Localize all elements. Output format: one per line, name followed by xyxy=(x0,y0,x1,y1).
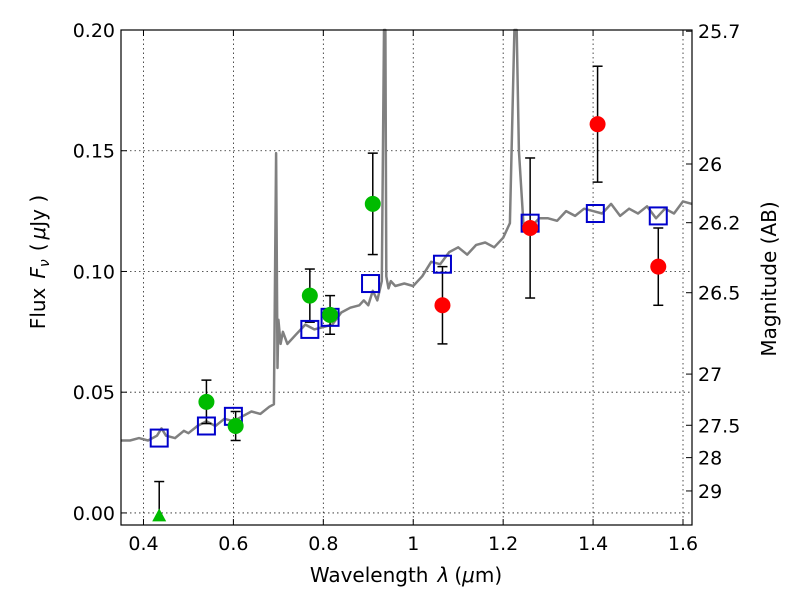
tick-labels: 0.4 0.6 0.8 1 1.2 1.4 1.6 0.00 0.05 0.10 0.15 0.20 2… xyxy=(73,20,741,555)
y-tick-label: 0.05 xyxy=(73,382,115,404)
x-axis-unit-rest: m) xyxy=(475,563,502,587)
y-axis-unit-open: ( xyxy=(26,243,50,251)
x-axis-symbol: λ xyxy=(436,563,449,587)
model-photometry-point xyxy=(361,274,381,294)
model-spectrum xyxy=(121,28,693,442)
y-tick-label: 0.20 xyxy=(73,20,115,42)
y2-tick-label: 28 xyxy=(698,448,722,470)
x-tick-label: 1.4 xyxy=(578,533,608,555)
optical-data-point xyxy=(322,306,339,323)
model-photometry-point xyxy=(196,416,216,436)
x-axis-title: Wavelength λ (μm) xyxy=(310,563,502,587)
error-bars xyxy=(154,65,664,516)
nir-data-point xyxy=(650,258,667,275)
x-tick-label: 0.8 xyxy=(308,533,338,555)
y-axis-unit-mu: μ xyxy=(26,227,50,241)
optical-data-point xyxy=(301,287,318,304)
y2-tick-label: 26.2 xyxy=(698,213,740,235)
y-axis-symbol: F xyxy=(26,267,50,279)
optical-data-point xyxy=(227,418,244,434)
model-photometry-point xyxy=(300,319,320,339)
y2-tick-label: 27 xyxy=(698,364,722,386)
x-tick-label: 1 xyxy=(407,533,419,555)
x-axis-unit-mu: μ xyxy=(461,563,475,587)
x-tick-label: 1.2 xyxy=(488,533,518,555)
axis-ticks xyxy=(121,29,692,525)
y-axis-unit-rest: Jy ) xyxy=(26,195,50,229)
optical-data-point xyxy=(198,393,215,410)
x-tick-label: 0.6 xyxy=(218,533,248,555)
upper-limit-point xyxy=(152,508,167,522)
plot-frame xyxy=(120,29,693,526)
optical-data-point xyxy=(364,195,381,212)
y2-tick-label: 29 xyxy=(698,481,722,503)
y-tick-label: 0.10 xyxy=(73,261,115,283)
model-photometry-point xyxy=(432,254,452,274)
y2-axis-title: Magnitude (AB) xyxy=(757,201,781,356)
nir-data-point xyxy=(522,220,539,236)
y2-tick-label: 26.5 xyxy=(698,283,740,305)
model-photometry-point xyxy=(648,206,668,226)
model-photometry-point xyxy=(149,428,169,448)
nir-data-point xyxy=(589,116,606,133)
x-axis-unit-open: ( xyxy=(454,563,462,587)
grid xyxy=(121,29,692,525)
model-photometry-point xyxy=(585,204,605,224)
y-axis-title-text: Flux xyxy=(26,287,50,329)
y-axis-title: Flux Fν ( μJy ) xyxy=(26,195,53,329)
y2-tick-label: 26 xyxy=(698,154,722,176)
spectrum-line xyxy=(121,28,693,442)
y-tick-label: 0.15 xyxy=(73,141,115,163)
x-tick-label: 1.6 xyxy=(668,533,698,555)
x-tick-label: 0.4 xyxy=(128,533,158,555)
y-tick-label: 0.00 xyxy=(73,503,115,525)
x-axis-title-text: Wavelength xyxy=(310,563,429,587)
nir-data-point xyxy=(434,297,451,314)
y2-tick-label: 27.5 xyxy=(698,415,740,437)
y-axis-subscript: ν xyxy=(37,259,53,267)
markers xyxy=(149,116,668,522)
y2-tick-label: 25.7 xyxy=(698,21,740,43)
